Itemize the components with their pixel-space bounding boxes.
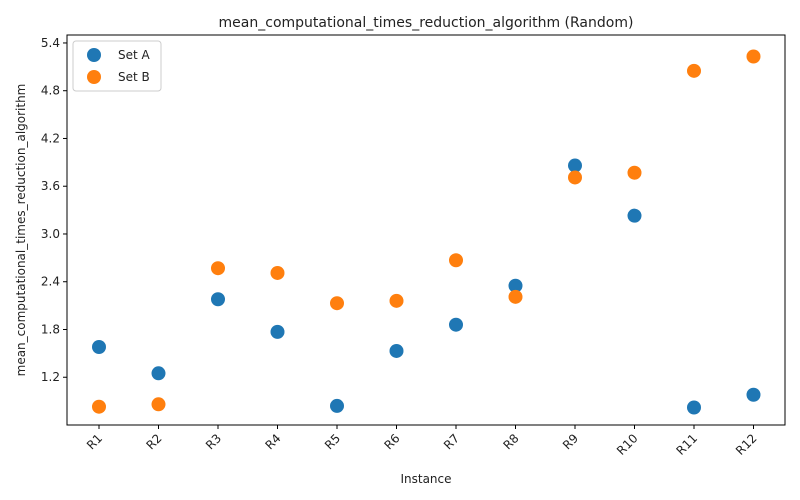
data-point-set-b (449, 253, 463, 268)
data-point-set-b (627, 165, 642, 180)
x-tick-label: R3 (203, 431, 224, 452)
data-point-set-a (746, 387, 761, 402)
data-point-set-a (627, 208, 642, 223)
data-point-set-a (508, 278, 523, 293)
x-tick-label: R8 (500, 431, 521, 452)
data-point-set-a (687, 400, 701, 415)
data-point-set-a (330, 398, 344, 413)
data-point-set-a (270, 324, 285, 339)
y-tick-label: 3.0 (41, 227, 60, 241)
y-tick-label: 2.4 (41, 275, 60, 289)
data-point-set-a (211, 292, 225, 307)
x-tick-label: R9 (560, 431, 581, 452)
x-tick-label: R6 (381, 431, 402, 452)
legend-marker-set-b (87, 70, 101, 84)
data-point-set-b (211, 261, 225, 276)
data-point-set-b (270, 265, 285, 280)
x-axis: R1 R2 R3 R4 R5 R6 R7 R8 R9 R10 R11 R12 (84, 425, 760, 458)
legend-label: Set A (118, 48, 151, 62)
y-tick-label: 5.4 (41, 36, 60, 50)
x-axis-label: Instance (400, 472, 451, 486)
legend: Set A Set B (72, 40, 162, 92)
y-axis-label: mean_computational_times_reduction_algor… (14, 84, 28, 377)
data-point-set-a (568, 158, 582, 173)
data-point-set-b (330, 296, 344, 311)
data-point-set-a (449, 317, 463, 332)
data-point-set-b (746, 49, 761, 64)
data-point-set-b (389, 293, 404, 308)
legend-marker-set-a (87, 48, 101, 62)
data-point-set-b (687, 63, 701, 78)
x-tick-label: R1 (84, 431, 105, 452)
legend-label: Set B (118, 70, 150, 84)
x-tick-label: R5 (322, 431, 343, 452)
x-tick-label: R4 (262, 431, 283, 452)
x-tick-label: R2 (143, 431, 164, 452)
data-points (92, 49, 761, 415)
data-point-set-b (508, 289, 523, 304)
data-point-set-b (92, 399, 106, 414)
plot-area (66, 34, 786, 426)
data-point-set-a (92, 340, 106, 354)
x-tick-label: R7 (441, 431, 462, 452)
data-point-set-a (389, 343, 404, 358)
data-point-set-b (568, 170, 582, 185)
y-tick-label: 1.2 (41, 370, 60, 384)
x-tick-label: R10 (614, 431, 641, 458)
data-point-set-b (151, 397, 166, 412)
x-tick-label: R11 (674, 431, 701, 458)
y-axis: 1.2 1.8 2.4 3.0 3.6 4.2 4.8 5.4 (41, 36, 67, 384)
x-tick-label: R12 (733, 431, 760, 458)
y-tick-label: 3.6 (41, 179, 60, 193)
chart-title: mean_computational_times_reduction_algor… (219, 15, 634, 31)
data-point-set-a (151, 366, 166, 381)
y-tick-label: 1.8 (41, 322, 60, 336)
y-tick-label: 4.8 (41, 84, 60, 98)
y-tick-label: 4.2 (41, 131, 60, 145)
